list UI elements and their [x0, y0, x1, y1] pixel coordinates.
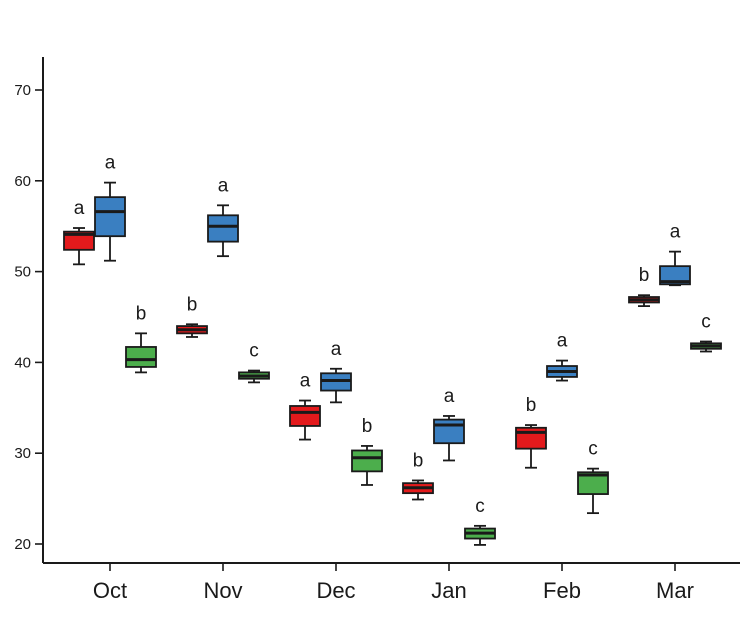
- box-iqr: [94, 196, 126, 238]
- significance-label: a: [74, 198, 85, 219]
- box-nov-blue: a: [207, 175, 239, 258]
- significance-label: c: [249, 341, 259, 362]
- y-tick-label: 50: [14, 264, 31, 281]
- box-oct-green: b: [125, 303, 157, 374]
- significance-label: c: [588, 439, 598, 460]
- significance-label: a: [218, 175, 229, 196]
- box-iqr: [289, 405, 321, 427]
- box-iqr: [659, 265, 691, 286]
- box-iqr: [63, 230, 95, 251]
- box-mar-red: b: [628, 265, 660, 308]
- box-feb-blue: a: [546, 331, 578, 382]
- box-oct-blue: a: [94, 153, 126, 262]
- axes: 20 30 40 50 60 70 Oct Nov Dec Jan Feb Mar: [14, 57, 740, 603]
- significance-label: b: [639, 265, 650, 286]
- significance-label: b: [526, 395, 537, 416]
- y-tick-label: 20: [14, 536, 31, 553]
- box-iqr: [577, 471, 609, 495]
- significance-label: b: [136, 303, 147, 324]
- y-tick-label: 30: [14, 445, 31, 462]
- box-dec-blue: a: [320, 339, 352, 404]
- box-mar-green: c: [690, 312, 722, 353]
- significance-label: a: [557, 331, 568, 352]
- box-dec-green: b: [351, 416, 383, 486]
- box-feb-red: b: [515, 395, 547, 469]
- box-nov-green: c: [238, 341, 270, 384]
- box-iqr: [125, 346, 157, 368]
- x-tick-label: Mar: [656, 578, 694, 603]
- box-iqr: [351, 449, 383, 473]
- significance-label: b: [413, 450, 424, 471]
- box-iqr: [433, 418, 465, 445]
- x-tick-label: Dec: [316, 578, 355, 603]
- significance-label: a: [331, 339, 342, 360]
- y-tick-label: 60: [14, 173, 31, 190]
- box-nov-red: b: [176, 294, 208, 338]
- box-iqr: [207, 214, 239, 243]
- x-tick-label: Nov: [203, 578, 242, 603]
- box-jan-green: c: [464, 496, 496, 546]
- significance-label: a: [670, 222, 681, 243]
- x-tick-label: Oct: [93, 578, 127, 603]
- x-tick-label: Feb: [543, 578, 581, 603]
- significance-label: c: [701, 312, 711, 333]
- significance-label: c: [475, 496, 485, 517]
- box-jan-red: b: [402, 450, 434, 501]
- significance-label: b: [187, 294, 198, 315]
- significance-label: b: [362, 416, 373, 437]
- y-tick-label: 40: [14, 354, 31, 371]
- x-tick-label: Jan: [431, 578, 466, 603]
- significance-label: a: [300, 371, 311, 392]
- significance-label: a: [444, 386, 455, 407]
- box-jan-blue: a: [433, 386, 465, 462]
- y-tick-label: 70: [14, 82, 31, 99]
- significance-label: a: [105, 153, 116, 174]
- box-feb-green: c: [577, 439, 609, 515]
- box-dec-red: a: [289, 371, 321, 441]
- box-oct-red: a: [63, 198, 95, 266]
- box-mar-blue: a: [659, 222, 691, 287]
